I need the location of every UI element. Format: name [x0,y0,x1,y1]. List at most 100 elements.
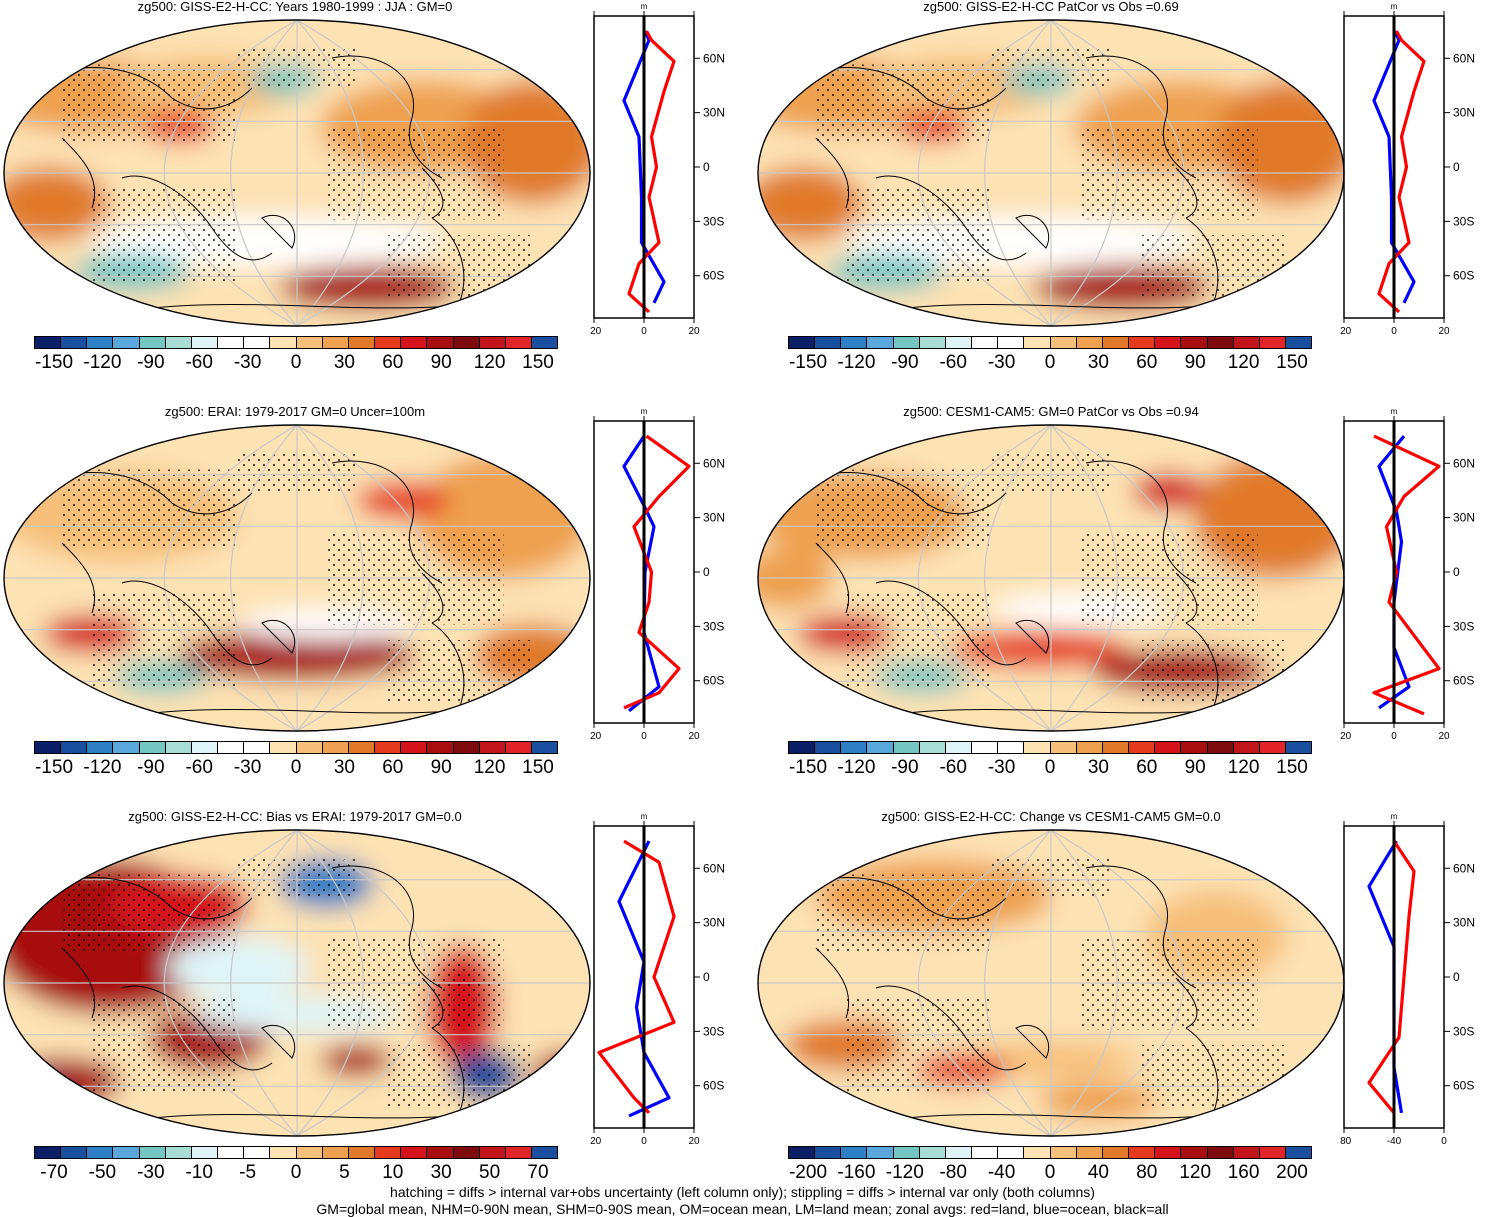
zonal-lat-label: 30S [703,1024,724,1038]
colorbar-swatch [1285,337,1312,348]
zonal-x-tick-label: 0 [641,326,647,337]
colorbar-tick-label: 150 [522,757,554,778]
colorbar-swatch [531,337,558,348]
colorbar-swatch [867,742,894,753]
coastline-australia [121,175,296,261]
coastline-antarctica [905,708,1207,714]
zonal-x-tick-label: 20 [1438,326,1450,337]
colorbar-swatch [998,1147,1025,1158]
colorbar-swatch [945,337,973,348]
colorbar-tick-label: 90 [430,352,452,373]
zonal-lat-label: 0 [1453,565,1460,579]
colorbar-tick-label: -80 [939,1162,967,1183]
colorbar-tick-label: -60 [185,352,213,373]
zonal-x-tick-label: -20 [590,326,602,337]
coastline-north-america [1085,460,1197,584]
zonal-lat-label: 30N [703,511,725,525]
colorbar-tick-label: -30 [233,352,262,373]
zonal-lat-label: 60S [1453,269,1474,283]
contour-region [533,1051,590,1101]
zonal-lat-label: 60N [1453,51,1475,65]
zonal-lat-label: 0 [1453,970,1460,984]
zonal-unit-label: m [1391,2,1398,11]
robinson-map [756,423,1346,733]
colorbar-tick-label: 0 [290,1162,302,1183]
colorbar-swatch [1024,337,1051,348]
zonal-lat-label: 60S [1453,674,1474,688]
colorbar-swatch [972,1147,999,1158]
stippling-region [385,640,533,702]
robinson-map [2,828,592,1138]
colorbar-tick-label: 70 [527,1162,549,1183]
stippling-region [90,188,238,282]
colorbar-swatch [789,337,816,348]
colorbar-tick-label: 0 [1044,757,1056,778]
colorbar-swatch [35,337,62,348]
colorbar-tick-label: -120 [837,757,876,778]
stippling-region [90,593,238,687]
colorbar-swatch [1155,742,1182,753]
colorbar-swatch [113,1147,140,1158]
zonal-average-plot: m 60N 30N 0 30S 60S -20 0 20 [587,810,740,1155]
colorbar-tick-label: -30 [233,757,262,778]
colorbar-tick-label: -120 [83,352,122,373]
colorbar-swatch [270,742,297,753]
zonal-x-tick-label: -20 [1340,731,1352,742]
coastline-south-america [1175,977,1219,1119]
zonal-x-tick-label: 20 [688,326,700,337]
colorbar-swatch [165,742,192,753]
coastline-north-america [331,460,443,584]
colorbar-swatch [1285,1147,1312,1158]
coastline-north-america [1085,865,1197,989]
zonal-lat-label: 30S [1453,1024,1474,1038]
zonal-x-tick-label: 0 [1441,1136,1447,1147]
colorbar-swatch [479,742,506,753]
zonal-lat-label: 60N [1453,861,1475,875]
colorbar-tick-label: -70 [40,1162,68,1183]
colorbar-swatch [87,337,114,348]
colorbar-swatch [113,337,140,348]
colorbar-tick-label: -90 [137,352,165,373]
footer-line-2: GM=global mean, NHM=0-90N mean, SHM=0-90… [316,1201,1169,1217]
coastline-south-america [1175,167,1219,309]
zonal-x-tick-label: -20 [1340,326,1352,337]
stippling-region [385,1045,533,1107]
map-panel-2: zg500: GISS-E2-H-CC PatCor vs Obs =0.69 -… [752,0,1485,400]
map-panel-6: zg500: GISS-E2-H-CC: Change vs CESM1-CAM… [752,809,1485,1210]
colorbar-swatch [1129,742,1156,753]
colorbar-swatch [1102,1147,1130,1158]
colorbar-swatch [789,742,816,753]
stippling-region [844,593,992,687]
contour-region [1039,1082,1158,1120]
colorbar-swatch [1129,337,1156,348]
colorbar-swatch [1207,742,1234,753]
colorbar-swatch [165,1147,192,1158]
colorbar-tick-label: -60 [939,757,967,778]
colorbar-swatch [998,337,1025,348]
colorbar-tick-label: 0 [1044,352,1056,373]
colorbar-swatch [505,1147,532,1158]
colorbar-swatch [1259,337,1286,348]
robinson-map [756,18,1346,328]
colorbar-swatch [789,1147,816,1158]
zonal-lat-label: 60N [703,456,725,470]
colorbar-swatch [348,337,376,348]
colorbar-tick-label: 40 [1087,1162,1109,1183]
colorbar-swatch [919,1147,946,1158]
colorbar-tick-label: 0 [290,352,302,373]
zonal-lat-label: 30N [1453,511,1475,525]
colorbar-swatch [1259,1147,1286,1158]
colorbar-swatch [479,337,506,348]
colorbar-tick-label: 160 [1227,1162,1260,1183]
colorbar-tick-label: 60 [382,757,404,778]
colorbar-swatch [479,1147,506,1158]
colorbar-tick-label: 120 [1179,1162,1212,1183]
colorbar-swatch [867,1147,894,1158]
colorbar-swatch [1024,1147,1051,1158]
colorbar: -200 -160 -120 -80 -40 0 40 80 120 160 200 [788,1146,1312,1184]
colorbar-swatch [244,742,271,753]
colorbar-swatch [244,337,271,348]
colorbar-swatch [165,337,192,348]
colorbar-swatch [1181,337,1208,348]
colorbar: -150 -120 -90 -60 -30 0 30 60 90 120 150 [34,741,558,779]
